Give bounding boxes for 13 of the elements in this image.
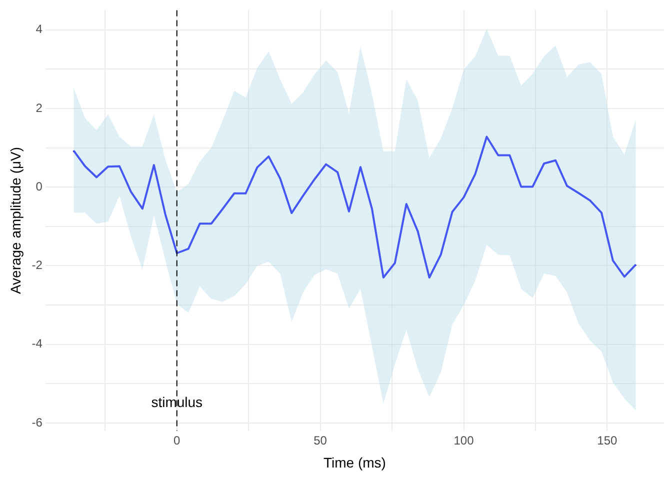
x-tick-label: 50 bbox=[314, 433, 328, 448]
y-tick-label: 0 bbox=[36, 179, 43, 194]
y-tick-label: -6 bbox=[32, 415, 43, 430]
y-tick-label: 4 bbox=[36, 22, 43, 36]
x-axis-title: Time (ms) bbox=[324, 454, 386, 470]
x-tick-label: 100 bbox=[454, 433, 474, 448]
y-tick-label: 2 bbox=[36, 100, 43, 115]
y-tick-label: -4 bbox=[32, 336, 43, 351]
y-tick-label: -2 bbox=[32, 258, 43, 272]
x-tick-label: 0 bbox=[174, 433, 181, 448]
annotation: stimulus bbox=[151, 394, 203, 410]
y-axis-title: Average amplitude (μV) bbox=[7, 146, 24, 294]
x-tick-label: 150 bbox=[597, 433, 618, 448]
